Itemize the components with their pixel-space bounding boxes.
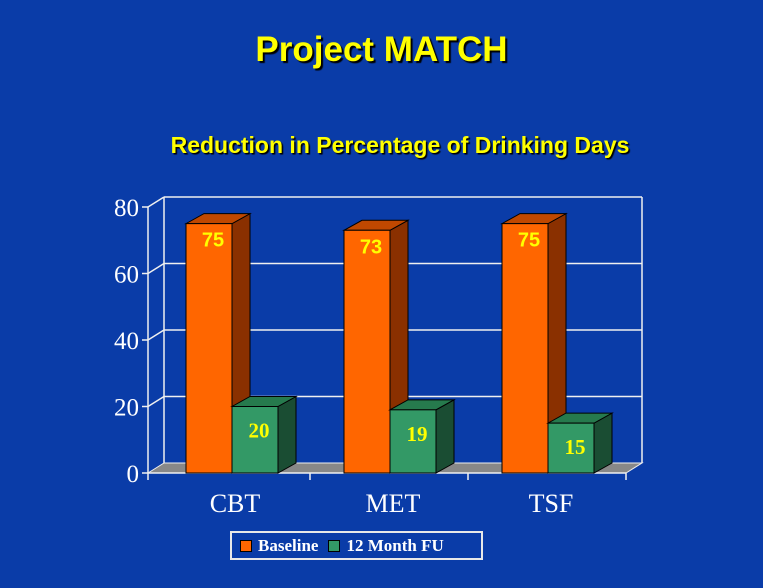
- data-label-met-baseline: 73: [360, 236, 382, 258]
- bar-met-12-month-fu: [389, 409, 437, 474]
- y-tick-label-60: 60: [114, 262, 139, 289]
- legend-label-baseline: Baseline: [258, 535, 319, 555]
- legend-swatch-12-month-fu: [328, 539, 341, 552]
- gridline-depth-20: [147, 395, 165, 408]
- y-tick-label-0: 0: [127, 461, 140, 488]
- data-label-tsf-baseline: 75: [518, 230, 540, 252]
- x-tick-label-tsf: TSF: [529, 489, 574, 518]
- chart-title: Reduction in Percentage of Drinking Days: [170, 132, 630, 158]
- chart-legend: Baseline 12 Month FU: [230, 531, 483, 560]
- x-tick-label-cbt: CBT: [210, 489, 261, 518]
- legend-item-baseline: Baseline: [240, 536, 318, 556]
- y-tick-label-80: 80: [114, 195, 139, 222]
- data-label-cbt-baseline: 75: [202, 230, 224, 252]
- y-tick-label-40: 40: [114, 328, 139, 355]
- bar-cbt-baseline: [185, 223, 233, 474]
- bar-cbt-12-month-fu: [231, 406, 279, 474]
- gridline-depth-60: [147, 262, 165, 275]
- bar-side-cbt-12-month-fu: [277, 395, 297, 474]
- y-tick-label-20: 20: [114, 395, 139, 422]
- gridline-depth-80: [147, 196, 165, 208]
- bar-tsf-baseline: [501, 223, 549, 474]
- bar-met-baseline: [343, 229, 391, 474]
- data-label-met-12-month-fu: 19: [407, 422, 428, 446]
- bar-side-met-12-month-fu: [435, 398, 455, 474]
- slide-title: Project MATCH: [255, 30, 508, 69]
- legend-item-12-month-fu: 12 Month FU: [328, 535, 444, 556]
- data-label-cbt-12-month-fu: 20: [249, 419, 270, 443]
- legend-swatch-baseline: [240, 539, 252, 552]
- data-label-tsf-12-month-fu: 15: [565, 435, 586, 459]
- bar-tsf-12-month-fu: [547, 422, 595, 474]
- legend-label-12-month-fu: 12 Month FU: [346, 535, 444, 555]
- x-tick-label-met: MET: [366, 489, 421, 518]
- gridline-depth-40: [147, 329, 165, 341]
